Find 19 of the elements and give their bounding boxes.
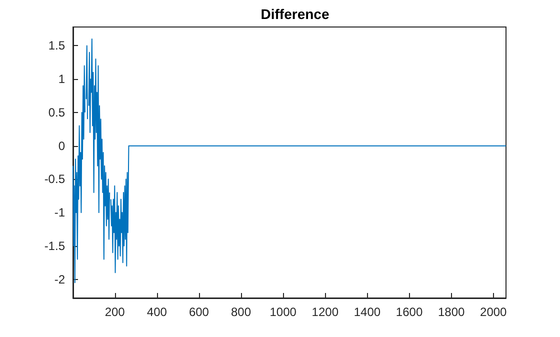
chart-title: Difference	[260, 6, 330, 22]
y-tick-label: 1.5	[48, 38, 66, 53]
x-tick-label: 1000	[270, 305, 297, 319]
x-tick-label: 2000	[480, 305, 508, 319]
x-tick-label: 1600	[396, 305, 423, 319]
y-tick-label: -2	[54, 272, 66, 286]
y-tick-label: -1	[54, 206, 66, 220]
y-tick-label: 0	[58, 138, 66, 153]
x-tick-label: 1200	[312, 305, 339, 319]
y-tick-label: 1	[58, 72, 66, 86]
x-tick-label: 400	[146, 305, 168, 319]
x-tick-label: 200	[104, 305, 126, 319]
x-tick-label: 1800	[438, 305, 465, 319]
y-tick-label: 0.5	[48, 105, 66, 120]
y-tick-label: -1.5	[44, 238, 66, 253]
x-tick-label: 800	[231, 305, 252, 319]
x-tick-label: 600	[188, 305, 210, 319]
x-tick-label: 1400	[354, 305, 381, 319]
y-tick-label: -0.5	[44, 172, 66, 186]
